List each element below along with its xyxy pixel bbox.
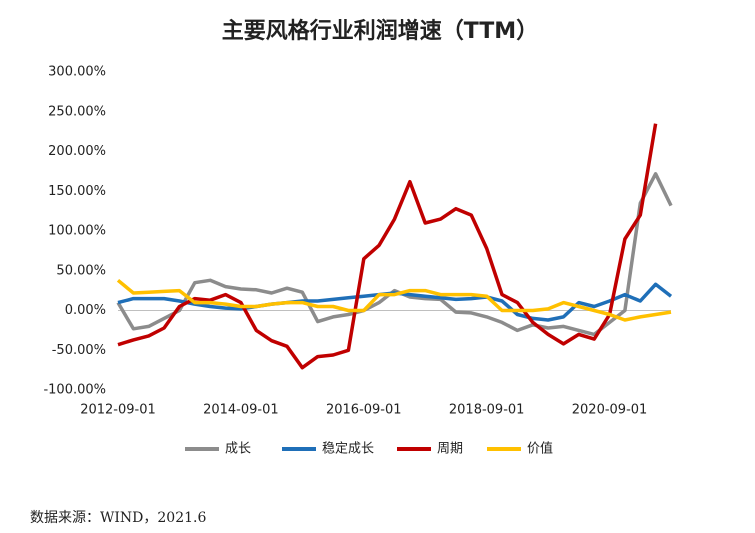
series-line <box>116 278 672 322</box>
source-note: 数据来源：WIND，2021.6 <box>30 510 206 526</box>
x-tick-label: 2020-09-01 <box>572 403 648 418</box>
y-tick-label: 0.00% <box>65 303 106 318</box>
x-tick-label: 2014-09-01 <box>203 403 279 418</box>
x-tick-label: 2018-09-01 <box>449 403 525 418</box>
y-tick-label: 100.00% <box>48 224 106 239</box>
y-tick-label: 300.00% <box>48 65 106 80</box>
series-line <box>116 172 673 337</box>
series-line <box>117 123 658 370</box>
legend-label: 稳定成长 <box>322 441 374 457</box>
y-tick-label: 250.00% <box>48 104 106 119</box>
y-tick-label: -100.00% <box>43 383 106 398</box>
y-tick-label: -50.00% <box>52 343 106 358</box>
y-tick-label: 50.00% <box>56 263 106 278</box>
x-tick-label: 2016-09-01 <box>326 403 402 418</box>
y-tick-label: 200.00% <box>48 144 106 159</box>
legend-label: 价值 <box>527 441 553 457</box>
x-tick-label: 2012-09-01 <box>80 403 156 418</box>
legend-label: 成长 <box>225 442 251 457</box>
chart-title: 主要风格行业利润增速（TTM） <box>222 18 538 44</box>
y-tick-label: 150.00% <box>48 184 106 199</box>
legend-label: 周期 <box>437 442 463 457</box>
